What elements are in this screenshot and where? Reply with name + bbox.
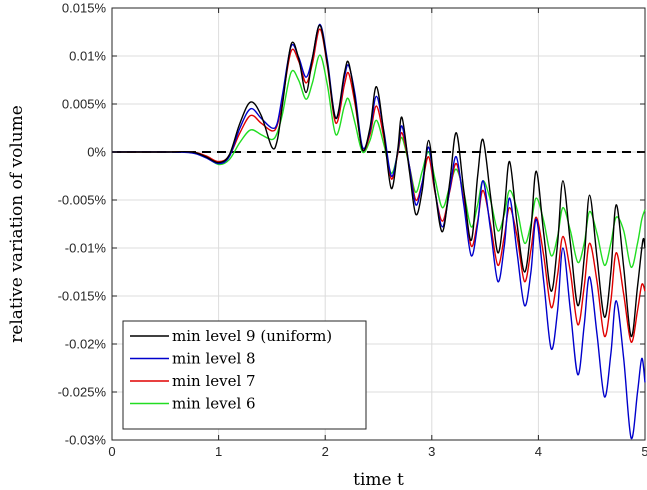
series-layer	[111, 23, 646, 439]
plot-frame	[111, 7, 646, 441]
x-tick-label: 2	[322, 444, 329, 459]
series-line-1	[111, 24, 646, 338]
y-tick-label: 0.005%	[62, 97, 107, 112]
y-tick-label: 0%	[87, 145, 106, 160]
y-tick-label: -0.01%	[65, 241, 107, 256]
y-tick-label: -0.005%	[58, 193, 107, 208]
y-tick-label: -0.015%	[58, 289, 107, 304]
y-tick-label: -0.025%	[58, 385, 107, 400]
legend-entry: min level 9 (uniform)	[172, 327, 332, 345]
y-tick-label: 0.015%	[62, 1, 107, 16]
tick-labels: 0 1 2 3 4 5 0.015% 0.01% 0.005% 0% -0.005% -0.01% -0…	[58, 1, 647, 460]
y-tick-label: 0.01%	[69, 49, 106, 64]
legend-entry: min level 8	[172, 350, 256, 368]
x-tick-label: 5	[641, 444, 647, 459]
legend: min level 9 (uniform) min level 8 min leve…	[122, 320, 367, 430]
legend-entry: min level 7	[172, 372, 256, 390]
y-tick-label: -0.02%	[65, 337, 107, 352]
y-tick-label: -0.03%	[65, 433, 107, 448]
legend-box	[122, 320, 367, 430]
series-line-3	[111, 28, 646, 343]
x-tick-label: 4	[535, 444, 542, 459]
x-tick-label: 3	[428, 444, 435, 459]
x-tick-label: 1	[215, 444, 222, 459]
x-tick-label: 0	[108, 444, 115, 459]
legend-entry: min level 6	[172, 395, 256, 413]
y-axis-label: relative variation of volume	[7, 105, 27, 343]
x-axis-label: time t	[353, 470, 404, 490]
series-line-4	[111, 54, 646, 268]
